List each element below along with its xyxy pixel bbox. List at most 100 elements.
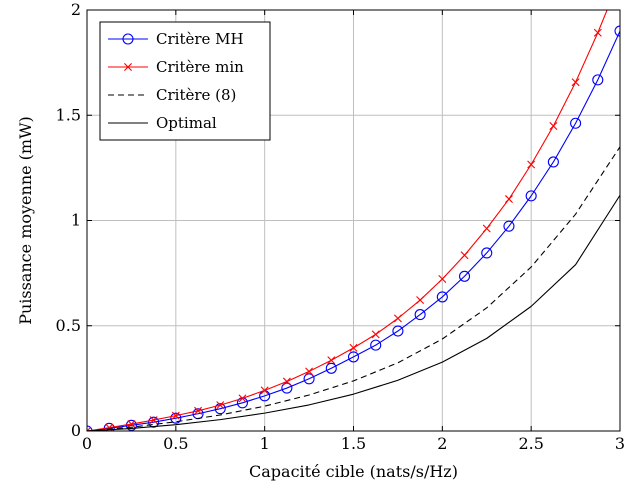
legend-item: Critère min xyxy=(108,58,244,76)
legend-label: Optimal xyxy=(156,114,217,132)
legend-label: Critère (8) xyxy=(156,86,236,104)
series-crit-re-8 xyxy=(87,146,620,431)
data-point xyxy=(593,28,602,37)
x-tick-label: 0.5 xyxy=(163,434,188,453)
data-point xyxy=(305,367,314,376)
data-point xyxy=(460,251,469,260)
data-point xyxy=(127,420,136,429)
data-point xyxy=(281,382,293,394)
legend-item: Critère MH xyxy=(108,30,244,48)
axis-ticks: 0 0.5 1 1.5 2 2.5 3 0 0.5 1 1.5 2 xyxy=(56,0,626,453)
data-point-stroke xyxy=(460,251,469,260)
data-point xyxy=(393,314,402,323)
data-point xyxy=(171,411,180,420)
data-point-stroke xyxy=(260,386,269,395)
data-point-stroke xyxy=(327,356,336,365)
data-point xyxy=(303,373,315,385)
legend-item: Critère (8) xyxy=(108,86,236,104)
data-point xyxy=(392,325,404,337)
data-point xyxy=(149,416,158,425)
data-point-stroke xyxy=(124,63,132,71)
data-point xyxy=(549,121,558,130)
series-line xyxy=(87,194,620,431)
x-tick-label: 2 xyxy=(437,434,447,453)
data-point xyxy=(216,401,225,410)
legend: Critère MH Critère min Critère (8) Optimal xyxy=(99,21,271,141)
data-point xyxy=(503,220,515,232)
data-point xyxy=(527,160,536,169)
data-point xyxy=(481,247,493,259)
x-tick-label: 1 xyxy=(260,434,270,453)
data-point xyxy=(347,351,360,363)
data-point xyxy=(122,33,134,45)
data-point xyxy=(458,270,471,282)
data-point xyxy=(148,416,160,428)
y-tick-label: 2 xyxy=(71,0,81,19)
legend-item: Optimal xyxy=(108,114,217,132)
series-line xyxy=(87,30,620,431)
x-tick-label: 1.5 xyxy=(341,434,366,453)
data-point-stroke xyxy=(593,28,602,37)
x-tick-label: 3 xyxy=(615,434,625,453)
series-line xyxy=(87,146,620,431)
data-point xyxy=(260,386,269,395)
data-point-stroke xyxy=(87,427,91,431)
data-point xyxy=(592,74,604,86)
data-point-stroke xyxy=(216,401,225,410)
data-point-stroke xyxy=(127,420,136,429)
data-point xyxy=(614,25,620,37)
x-tick-label: 0 xyxy=(82,434,92,453)
series-crit-re-min xyxy=(87,10,608,431)
data-point xyxy=(414,309,426,321)
data-point xyxy=(214,403,226,415)
data-point-stroke xyxy=(238,394,247,403)
y-tick-label: 1 xyxy=(71,211,81,230)
data-point xyxy=(525,190,537,202)
legend-box xyxy=(99,21,271,141)
data-point xyxy=(570,117,582,129)
data-point xyxy=(349,343,358,352)
plot-series xyxy=(87,10,620,431)
data-point-stroke xyxy=(194,406,203,415)
data-point-stroke xyxy=(504,195,513,204)
y-tick-label: 1.5 xyxy=(56,105,81,124)
series-optimal xyxy=(87,194,620,431)
data-point xyxy=(87,427,91,431)
y-tick-label: 0 xyxy=(71,421,81,440)
data-point xyxy=(571,78,580,87)
data-point xyxy=(436,291,448,303)
data-point xyxy=(327,356,336,365)
data-point-stroke xyxy=(171,411,180,420)
data-point xyxy=(438,275,447,284)
data-point xyxy=(325,362,337,374)
data-point-stroke xyxy=(549,121,558,130)
data-point-stroke xyxy=(482,224,491,233)
data-point-stroke xyxy=(393,314,402,323)
data-point xyxy=(238,394,247,403)
x-axis-label: Capacité cible (nats/s/Hz) xyxy=(249,462,458,481)
data-point-stroke xyxy=(416,296,425,305)
data-point-stroke xyxy=(571,78,580,87)
data-point xyxy=(482,224,491,233)
legend-label: Critère min xyxy=(156,58,244,76)
data-point-stroke xyxy=(305,367,314,376)
data-point-stroke xyxy=(282,377,291,386)
data-point xyxy=(170,412,182,424)
data-point-stroke xyxy=(527,160,536,169)
data-point-stroke xyxy=(438,275,447,284)
data-point xyxy=(371,330,380,339)
data-point xyxy=(282,377,291,386)
data-point xyxy=(370,339,382,351)
data-point-stroke xyxy=(149,416,158,425)
y-axis-label: Puissance moyenne (mW) xyxy=(16,116,35,325)
y-tick-label: 0.5 xyxy=(56,316,81,335)
data-point-stroke xyxy=(349,343,358,352)
data-point xyxy=(547,156,559,168)
data-point-stroke xyxy=(371,330,380,339)
data-point xyxy=(194,406,203,415)
data-point xyxy=(504,195,513,204)
data-point xyxy=(124,63,132,71)
data-point xyxy=(416,296,425,305)
x-tick-label: 2.5 xyxy=(518,434,543,453)
